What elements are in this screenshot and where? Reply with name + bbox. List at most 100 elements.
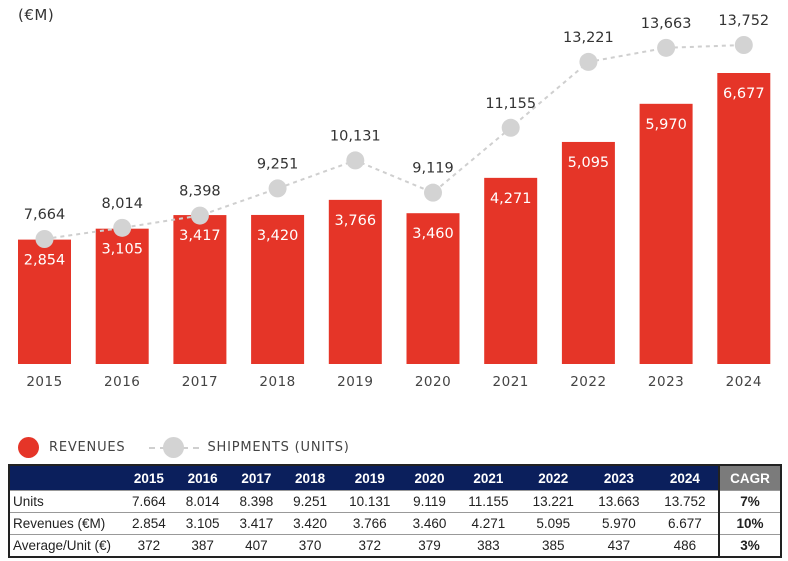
table-cell: 407 — [229, 534, 284, 557]
shipments-point — [501, 118, 520, 137]
shipments-point-label: 8,398 — [179, 184, 221, 200]
table-cell: 9.119 — [402, 490, 457, 513]
table-col-header: 2024 — [651, 465, 719, 491]
table-cagr-cell: 3% — [718, 534, 781, 557]
table-cell: 5.970 — [586, 512, 652, 535]
revenue-bar-label: 4,271 — [490, 191, 532, 207]
table-cell: 385 — [520, 534, 587, 557]
table-cagr-cell: 10% — [718, 512, 781, 535]
table-cagr-cell: 7% — [718, 490, 781, 513]
table-row-label: Revenues (€M) — [9, 512, 122, 535]
table-cell: 10.131 — [336, 490, 403, 513]
table-col-header: 2017 — [229, 465, 284, 491]
x-tick-label: 2017 — [182, 374, 218, 390]
shipments-point-label: 11,155 — [485, 96, 536, 112]
x-tick-label: 2020 — [415, 374, 451, 390]
revenue-bar — [251, 214, 305, 364]
table-col-header: 2018 — [283, 465, 337, 491]
x-tick-label: 2015 — [26, 374, 62, 390]
table-row: Revenues (€M) 2.854 3.105 3.417 3.420 3.766 3.… — [9, 512, 781, 535]
shipments-point — [35, 230, 54, 248]
x-tick-label: 2024 — [726, 374, 762, 390]
shipments-point-label: 9,251 — [257, 156, 299, 172]
table-cell: 5.095 — [520, 512, 587, 535]
x-tick-label: 2019 — [337, 374, 373, 390]
revenue-bar — [639, 103, 693, 364]
table-cell: 8.014 — [175, 490, 230, 513]
table-cell: 8.398 — [229, 490, 284, 513]
table-corner — [9, 465, 122, 491]
revenue-bar-label: 3,417 — [179, 228, 221, 244]
table-cell: 3.460 — [402, 512, 457, 535]
table-col-header: 2016 — [175, 465, 230, 491]
revenue-shipments-chart: 2,854 2015 3,105 2016 3,417 2017 3,420 2018 3,76… — [18, 13, 771, 390]
shipments-point-label: 7,664 — [24, 207, 66, 223]
revenue-bar-label: 2,854 — [24, 253, 66, 269]
table-cell: 387 — [175, 534, 230, 557]
x-tick-label: 2022 — [570, 374, 606, 390]
table-cell: 13.663 — [586, 490, 652, 513]
table-cell: 9.251 — [283, 490, 337, 513]
table-cell: 13.752 — [651, 490, 719, 513]
table-cell: 4.271 — [456, 512, 521, 535]
shipments-legend-label: SHIPMENTS (UNITS) — [207, 439, 350, 455]
table-col-header: 2023 — [586, 465, 652, 491]
table-cell: 3.766 — [336, 512, 403, 535]
revenue-bar-label: 3,105 — [101, 242, 143, 258]
shipments-point-label: 13,663 — [641, 16, 692, 32]
data-table: 2015 2016 2017 2018 2019 2020 2021 2022 … — [8, 464, 782, 558]
revenue-bar — [484, 177, 538, 364]
x-tick-label: 2023 — [648, 374, 684, 390]
table-cell: 383 — [456, 534, 521, 557]
table-cell: 3.420 — [283, 512, 337, 535]
table-cell: 372 — [336, 534, 403, 557]
table-cell: 3.105 — [175, 512, 230, 535]
shipments-point — [734, 36, 753, 54]
revenue-bar — [173, 215, 227, 364]
shipments-legend-swatch — [149, 436, 200, 458]
table-cell: 486 — [651, 534, 719, 557]
revenue-bar — [18, 239, 71, 364]
table-header-row: 2015 2016 2017 2018 2019 2020 2021 2022 … — [9, 465, 781, 491]
revenue-bar-label: 5,970 — [645, 117, 687, 133]
shipments-line — [44, 44, 744, 240]
x-tick-label: 2016 — [104, 374, 140, 390]
shipments-point-label: 8,014 — [101, 196, 143, 212]
revenue-bar — [717, 73, 771, 364]
table-col-header: 2015 — [122, 465, 176, 491]
x-tick-label: 2018 — [259, 374, 295, 390]
table-col-header: 2022 — [520, 465, 587, 491]
shipments-point-label: 10,131 — [330, 128, 381, 144]
table-col-header: 2020 — [402, 465, 457, 491]
revenue-bar — [328, 199, 382, 364]
revenue-bar — [561, 141, 615, 364]
table-col-header: 2021 — [456, 465, 521, 491]
shipments-point — [190, 206, 209, 225]
revenue-bar — [95, 228, 149, 364]
revenue-bar-label: 6,677 — [723, 86, 765, 102]
revenue-bar-label: 3,460 — [412, 226, 454, 242]
revenues-legend-label: REVENUES — [49, 439, 126, 455]
table-cell: 437 — [586, 534, 652, 557]
shipments-point — [657, 38, 676, 57]
table-cell: 7.664 — [122, 490, 176, 513]
table-row-label: Units — [9, 490, 122, 513]
shipments-point — [346, 151, 365, 170]
table-cagr-header: CAGR — [718, 465, 781, 491]
table-cell: 6.677 — [651, 512, 719, 535]
table-cell: 2.854 — [122, 512, 176, 535]
revenue-bar-label: 3,766 — [335, 213, 377, 229]
x-tick-label: 2021 — [493, 374, 529, 390]
revenue-bar-label: 3,420 — [257, 228, 299, 244]
revenues-legend-swatch — [18, 436, 39, 458]
shipments-point — [424, 183, 442, 202]
revenue-bar — [406, 213, 460, 364]
table-cell: 370 — [283, 534, 337, 557]
table-row-label: Average/Unit (€) — [9, 534, 122, 557]
unit-label: (€M) — [18, 6, 55, 24]
shipments-point — [579, 52, 598, 71]
table-cell: 11.155 — [456, 490, 521, 513]
shipments-point-label: 13,752 — [718, 13, 769, 29]
shipments-point-label: 9,119 — [412, 161, 454, 177]
shipments-point — [113, 218, 132, 237]
